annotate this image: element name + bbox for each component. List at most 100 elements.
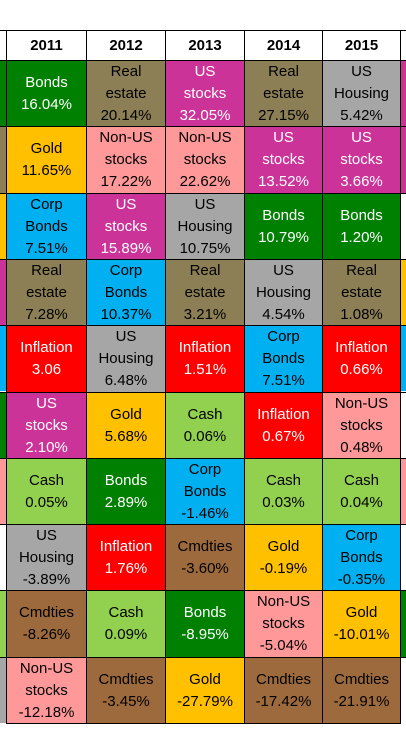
- clipped-left-cell: [0, 258, 6, 326]
- return-value: 5.42%: [340, 106, 383, 124]
- return-value: 10.75%: [179, 239, 231, 257]
- asset-label: Bonds: [104, 283, 148, 301]
- asset-label: Inflation: [99, 537, 153, 555]
- cell-2015-gold: Gold -10.01%: [322, 590, 401, 658]
- return-value: -0.19%: [259, 559, 308, 577]
- asset-label: Bonds: [340, 206, 383, 224]
- cell-2012-real-estate: Real estate 20.14%: [86, 60, 166, 127]
- cell-2011-cmdties: Cmdties -8.26%: [6, 590, 87, 658]
- year-header-2015: 2015: [322, 30, 401, 61]
- return-value: 0.48%: [340, 438, 383, 456]
- cell-2013-non-us-stocks: Non-US stocks 22.62%: [165, 126, 245, 194]
- clipped-left-cell: [0, 524, 6, 591]
- return-value: 22.62%: [179, 173, 231, 190]
- cell-2014-us-stocks: US stocks 13.52%: [244, 126, 323, 194]
- asset-label: Non-US: [99, 129, 153, 146]
- cell-2014-cash: Cash 0.03%: [244, 458, 323, 525]
- cell-2012-gold: Gold 5.68%: [86, 392, 166, 459]
- asset-label: Cash: [108, 604, 144, 621]
- return-value: 7.51%: [25, 239, 68, 257]
- asset-label: Housing: [98, 350, 154, 367]
- return-value: -3.60%: [181, 559, 229, 577]
- clipped-left-cell: [0, 30, 6, 60]
- cell-2012-bonds: Bonds 2.89%: [86, 458, 166, 525]
- asset-label: stocks: [25, 681, 68, 699]
- asset-label: US: [194, 62, 216, 80]
- cell-2012-cash: Cash 0.09%: [86, 590, 166, 658]
- asset-label: stocks: [104, 151, 148, 168]
- cell-2013-us-housing: US Housing 10.75%: [165, 193, 245, 260]
- clipped-left-cell: [0, 325, 6, 392]
- return-value: 27.15%: [258, 106, 309, 124]
- cell-2013-cmdties: Cmdties -3.60%: [165, 524, 245, 591]
- asset-label: Real: [346, 261, 377, 279]
- asset-label: US: [115, 195, 137, 213]
- return-value: 0.06%: [183, 427, 227, 445]
- cell-2015-cmdties: Cmdties -21.91%: [322, 657, 401, 724]
- cell-2015-real-estate: Real estate 1.08%: [322, 259, 401, 326]
- asset-label: estate: [184, 283, 226, 301]
- return-value: 3.66%: [340, 173, 383, 190]
- return-value: 15.89%: [100, 239, 152, 257]
- year-header-2014: 2014: [244, 30, 323, 61]
- asset-label: Corp: [345, 526, 378, 544]
- cell-2011-bonds: Bonds 16.04%: [6, 60, 87, 127]
- asset-label: US: [351, 62, 372, 80]
- return-value: 7.28%: [25, 305, 68, 323]
- cell-2011-inflation: Inflation 3.06: [6, 325, 87, 393]
- asset-label: US: [115, 328, 137, 345]
- return-value: 5.68%: [104, 427, 148, 445]
- asset-label: Housing: [18, 548, 75, 566]
- return-value: 0.67%: [262, 427, 305, 445]
- cell-2015-us-stocks: US stocks 3.66%: [322, 126, 401, 194]
- asset-label: Bonds: [25, 217, 68, 235]
- return-value: 3.21%: [183, 305, 227, 323]
- cell-2015-cash: Cash 0.04%: [322, 458, 401, 525]
- cell-2014-bonds: Bonds 10.79%: [244, 193, 323, 260]
- asset-label: Corp: [188, 460, 222, 478]
- return-value: 6.48%: [104, 372, 148, 389]
- asset-label: Cash: [343, 471, 380, 489]
- asset-label: Corp: [109, 261, 143, 279]
- return-value: 4.54%: [262, 305, 305, 323]
- asset-label: Housing: [177, 217, 233, 235]
- asset-label: estate: [26, 283, 67, 301]
- return-value: 11.65%: [21, 162, 72, 179]
- cell-2011-gold: Gold 11.65%: [6, 126, 87, 194]
- asset-label: stocks: [183, 151, 227, 168]
- asset-label: Gold: [110, 405, 142, 423]
- asset-label: Cash: [187, 405, 223, 423]
- year-header-2011: 2011: [6, 30, 87, 61]
- asset-label: estate: [105, 84, 147, 102]
- asset-label: Cash: [28, 471, 65, 489]
- asset-label: Real: [268, 62, 299, 80]
- asset-label: Bonds: [262, 350, 305, 367]
- return-value: 0.05%: [25, 493, 68, 511]
- cell-2014-cmdties: Cmdties -17.42%: [244, 657, 323, 724]
- return-value: 1.20%: [340, 228, 383, 246]
- asset-label: US: [194, 195, 216, 213]
- clipped-left-cell: [0, 457, 6, 525]
- cell-2013-gold: Gold -27.79%: [165, 657, 245, 724]
- cell-2011-corp-bonds: Corp Bonds 7.51%: [6, 193, 87, 260]
- asset-label: Inflation: [20, 339, 73, 356]
- clipped-left-cell: [0, 60, 6, 127]
- return-value: 16.04%: [21, 95, 72, 113]
- clipped-left-cell: [0, 126, 6, 193]
- return-value: -17.42%: [255, 692, 312, 710]
- clipped-left-cell: [0, 192, 6, 259]
- clipped-left-cell: [0, 590, 6, 657]
- cell-2011-us-housing: US Housing -3.89%: [6, 524, 87, 591]
- return-value: 0.09%: [104, 626, 148, 643]
- cell-2014-non-us-stocks: Non-US stocks -5.04%: [244, 590, 323, 658]
- return-value: 2.10%: [25, 438, 68, 456]
- cell-2011-cash: Cash 0.05%: [6, 458, 87, 525]
- cell-2014-real-estate: Real estate 27.15%: [244, 60, 323, 127]
- asset-label: estate: [341, 283, 382, 301]
- asset-label: Bonds: [25, 73, 68, 91]
- cell-2014-corp-bonds: Corp Bonds 7.51%: [244, 325, 323, 393]
- cell-2012-corp-bonds: Corp Bonds 10.37%: [86, 259, 166, 326]
- asset-label: Bonds: [104, 471, 148, 489]
- asset-label: US: [273, 261, 294, 279]
- asset-label: stocks: [262, 615, 305, 632]
